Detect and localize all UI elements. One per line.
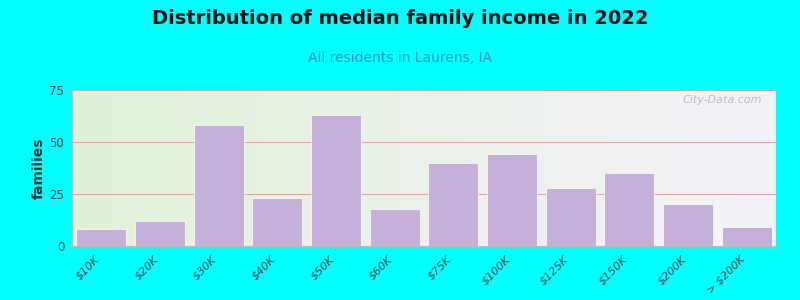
Bar xyxy=(429,163,478,246)
Bar xyxy=(722,227,771,246)
Text: City-Data.com: City-Data.com xyxy=(682,95,762,105)
Bar xyxy=(605,173,654,246)
Y-axis label: families: families xyxy=(31,137,46,199)
Bar xyxy=(487,154,537,246)
Text: All residents in Laurens, IA: All residents in Laurens, IA xyxy=(308,51,492,65)
Bar xyxy=(135,221,185,246)
Bar xyxy=(311,115,361,246)
Bar xyxy=(663,204,713,246)
Bar xyxy=(77,230,126,246)
Bar xyxy=(370,208,419,246)
Text: Distribution of median family income in 2022: Distribution of median family income in … xyxy=(152,9,648,28)
Bar xyxy=(546,188,595,246)
Bar xyxy=(194,125,243,246)
Bar xyxy=(253,198,302,246)
